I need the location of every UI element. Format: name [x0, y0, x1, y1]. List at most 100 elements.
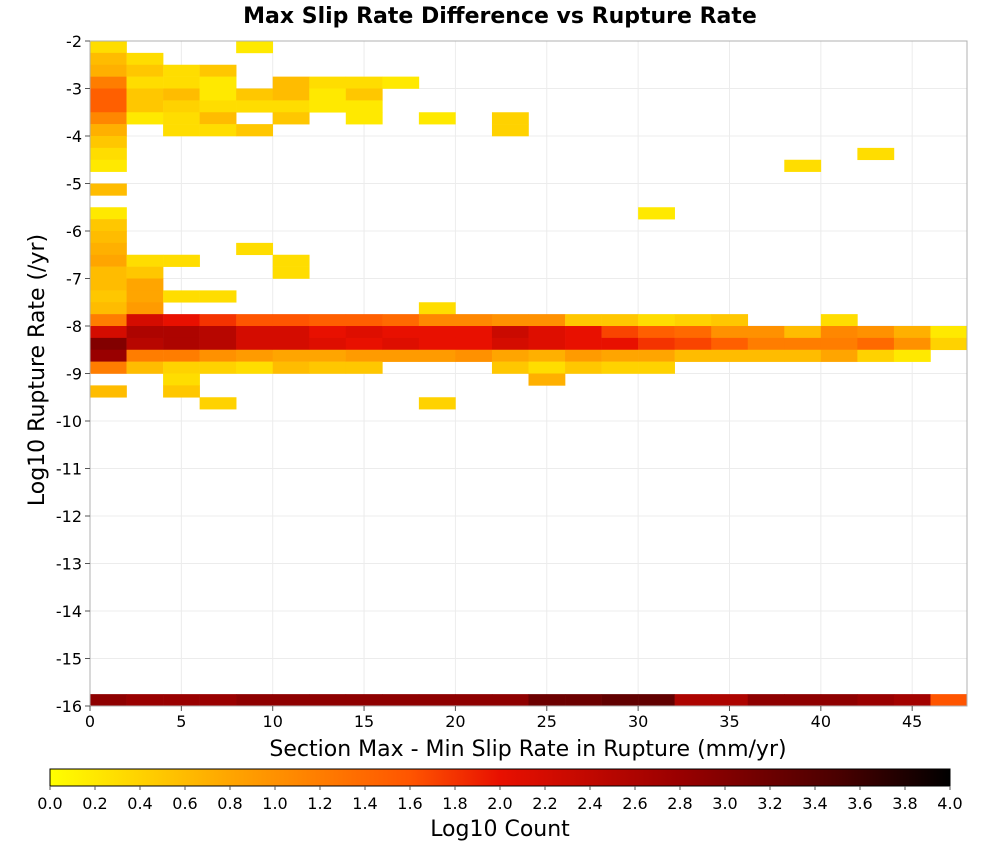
y-tick-label: -9: [66, 365, 82, 384]
heatmap-cell: [345, 314, 383, 327]
heatmap-cell: [199, 64, 237, 77]
heatmap-cell: [163, 361, 200, 374]
colorbar-tick-label: 0.0: [37, 794, 62, 813]
colorbar-tick-label: 1.6: [397, 794, 422, 813]
x-axis-ticks: 0 5 10 15 20 25 30 35 40 45: [85, 706, 922, 731]
heatmap-cell: [857, 694, 895, 707]
heatmap-cell: [784, 326, 822, 339]
heatmap-cell: [528, 314, 566, 327]
heatmap-cell: [565, 361, 602, 374]
heatmap-cell: [309, 361, 347, 374]
heatmap-cell: [199, 337, 237, 351]
heatmap-cell: [638, 694, 675, 707]
heatmap-cell: [601, 314, 639, 327]
heatmap-cell: [90, 326, 127, 339]
heatmap-cell: [236, 326, 274, 339]
heatmap-cell: [126, 254, 164, 267]
heatmap-cell: [747, 326, 785, 339]
heatmap-cell: [199, 694, 237, 707]
heatmap-cell: [126, 337, 164, 351]
x-tick-label: 40: [811, 712, 831, 731]
colorbar-tick-label: 1.0: [262, 794, 287, 813]
heatmap-cell: [930, 337, 968, 351]
heatmap-cell: [345, 337, 383, 351]
y-tick-label: -2: [66, 32, 82, 51]
heatmap-cell: [528, 337, 566, 351]
colorbar-tick-label: 2.6: [622, 794, 647, 813]
heatmap-cell: [163, 64, 200, 77]
heatmap-cell: [236, 100, 274, 113]
heatmap-cell: [163, 373, 200, 386]
heatmap-cell: [126, 100, 164, 113]
heatmap-cell: [418, 337, 456, 351]
heatmap-cell: [236, 314, 274, 327]
heatmap-cell: [857, 349, 895, 362]
heatmap-cell: [236, 361, 274, 374]
heatmap-cell: [601, 337, 639, 351]
heatmap-cell: [455, 694, 493, 707]
heatmap-cell: [199, 314, 237, 327]
heatmap-cell: [199, 290, 237, 303]
heatmap-cell: [345, 88, 383, 101]
chart-title: Max Slip Rate Difference vs Rupture Rate: [243, 4, 757, 29]
y-tick-label: -10: [56, 412, 82, 431]
y-axis-label: Log10 Rupture Rate (/yr): [25, 234, 50, 506]
y-tick-label: -12: [56, 507, 82, 526]
heatmap-cell: [930, 694, 968, 707]
heatmap-cell: [163, 385, 200, 398]
heatmap-cell: [820, 314, 858, 327]
colorbar-tick-label: 0.8: [217, 794, 242, 813]
x-tick-label: 35: [719, 712, 739, 731]
heatmap-cell: [90, 290, 127, 303]
heatmap-cell: [747, 694, 785, 707]
x-axis-label: Section Max - Min Slip Rate in Rupture (…: [269, 737, 786, 762]
heatmap-cell: [126, 52, 164, 66]
heatmap-cell: [236, 349, 274, 362]
heatmap-cell: [309, 100, 347, 113]
heatmap-cell: [820, 326, 858, 339]
heatmap-cell: [455, 326, 493, 339]
heatmap-cell: [857, 326, 895, 339]
heatmap-cell: [90, 314, 127, 327]
heatmap-cell: [163, 88, 200, 101]
heatmap-cell: [491, 337, 529, 351]
heatmap-cell: [565, 337, 602, 351]
heatmap-cell: [90, 159, 127, 172]
heatmap-cell: [90, 349, 127, 362]
heatmap-cell: [382, 314, 420, 327]
heatmap-cell: [601, 694, 639, 707]
colorbar-tick-label: 0.2: [82, 794, 107, 813]
heatmap-cell: [90, 266, 127, 279]
heatmap-cell: [820, 349, 858, 362]
heatmap-cell: [930, 326, 968, 339]
heatmap-cell: [126, 266, 164, 279]
heatmap-cell: [382, 326, 420, 339]
heatmap-cell: [638, 207, 675, 220]
heatmap-cell: [272, 337, 310, 351]
heatmap-cell: [893, 326, 931, 339]
x-tick-label: 25: [537, 712, 557, 731]
heatmap-cell: [893, 337, 931, 351]
heatmap-cell: [163, 124, 200, 137]
x-tick-label: 45: [902, 712, 922, 731]
heatmap-cell: [711, 314, 749, 327]
heatmap-cell: [163, 337, 200, 351]
colorbar-gradient: [49, 768, 951, 787]
heatmap-cell: [418, 326, 456, 339]
x-tick-label: 30: [628, 712, 648, 731]
heatmap-cell: [199, 112, 237, 125]
heatmap-cell: [784, 694, 822, 707]
colorbar-tick-label: 2.0: [487, 794, 512, 813]
heatmap-cell: [90, 112, 127, 125]
heatmap-cell: [418, 397, 456, 410]
colorbar-tick-label: 0.4: [127, 794, 152, 813]
heatmap-cell: [126, 88, 164, 101]
heatmap-cell: [711, 694, 749, 707]
heatmap-cell: [90, 124, 127, 137]
heatmap-cell: [528, 361, 566, 374]
heatmap-cell: [309, 337, 347, 351]
heatmap-cell: [674, 314, 712, 327]
heatmap-cell: [272, 112, 310, 125]
y-tick-label: -11: [56, 460, 82, 479]
